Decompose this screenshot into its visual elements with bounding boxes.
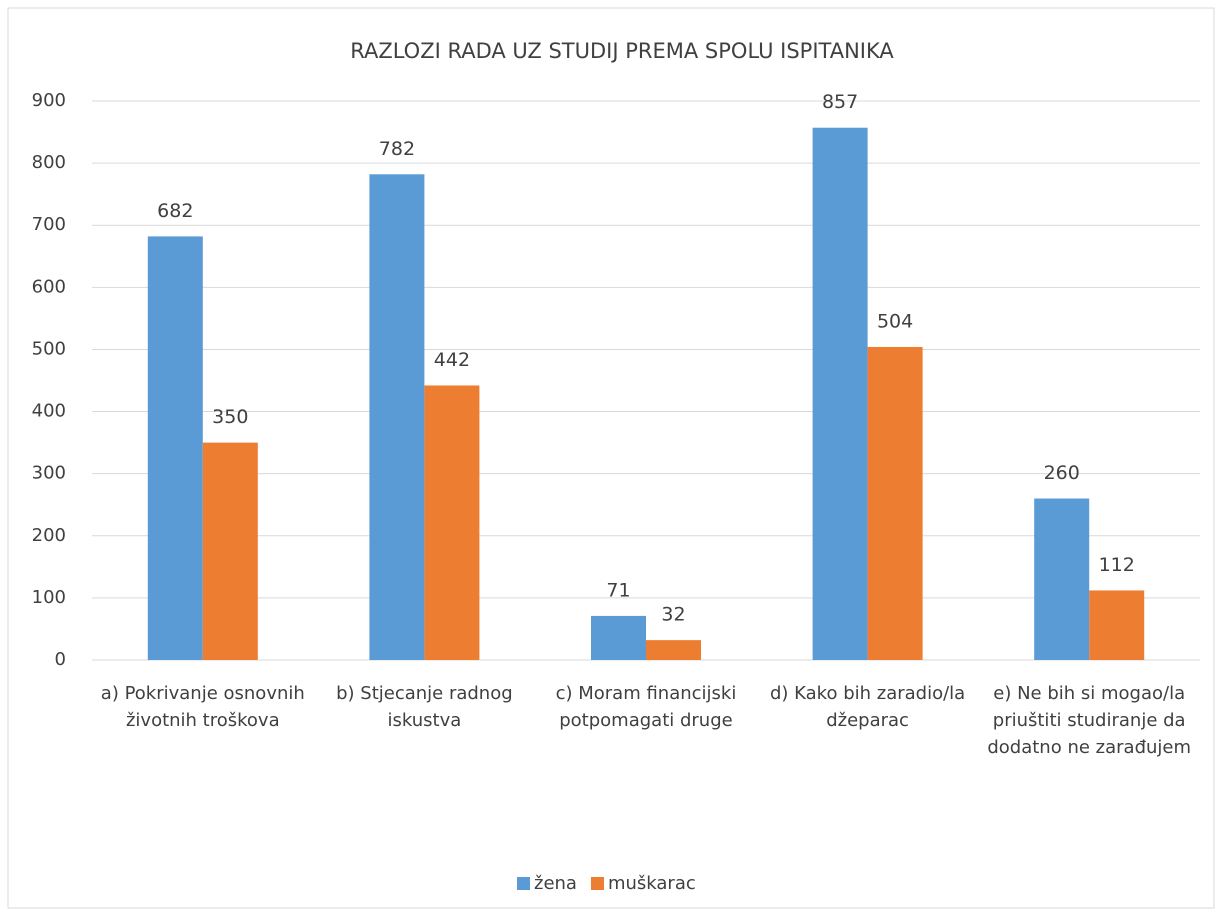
bar — [1034, 498, 1090, 660]
x-tick-label: d) Kako bih zaradio/la džeparac — [769, 683, 966, 731]
bar — [646, 640, 701, 660]
chart-title: RAZLOZI RADA UZ STUDIJ PREMA SPOLU ISPIT… — [350, 39, 894, 63]
bar — [591, 615, 646, 660]
x-tick-label: e) Ne bih si mogao/la priuštiti studiran… — [987, 683, 1192, 758]
y-tick-label: 700 — [32, 214, 66, 235]
y-tick-label: 900 — [32, 90, 66, 111]
y-tick-label: 100 — [32, 587, 66, 608]
x-tick-label: a) Pokrivanje osnovnih životnih troškova — [100, 683, 305, 731]
legend-swatch — [517, 877, 530, 890]
data-label: 504 — [877, 310, 913, 332]
legend-label: muškarac — [608, 873, 696, 894]
bar — [424, 385, 480, 660]
y-tick-label: 0 — [55, 649, 66, 670]
bar — [202, 442, 258, 660]
data-label: 112 — [1099, 554, 1135, 576]
data-label: 442 — [434, 349, 470, 371]
bar — [867, 346, 923, 660]
data-label: 857 — [822, 91, 858, 113]
bar — [1089, 590, 1145, 660]
y-tick-label: 200 — [32, 525, 66, 546]
legend-swatch — [590, 877, 604, 890]
y-tick-label: 500 — [32, 338, 66, 359]
x-tick-label: b) Stjecanje radnog iskustva — [336, 683, 513, 731]
data-label: 71 — [606, 579, 630, 601]
bar — [147, 236, 203, 660]
data-label: 260 — [1044, 462, 1080, 484]
y-tick-label: 600 — [32, 276, 66, 297]
y-tick-label: 800 — [32, 152, 66, 173]
data-label: 32 — [661, 604, 685, 626]
data-label: 682 — [157, 200, 193, 222]
data-label: 782 — [379, 138, 415, 160]
bar — [812, 127, 868, 661]
legend-label: žena — [534, 873, 577, 894]
y-tick-label: 400 — [32, 401, 66, 422]
x-tick-label: c) Moram financijski potpomagati druge — [555, 683, 737, 731]
bar — [369, 174, 425, 660]
y-tick-label: 300 — [32, 463, 66, 484]
data-label: 350 — [212, 406, 248, 428]
